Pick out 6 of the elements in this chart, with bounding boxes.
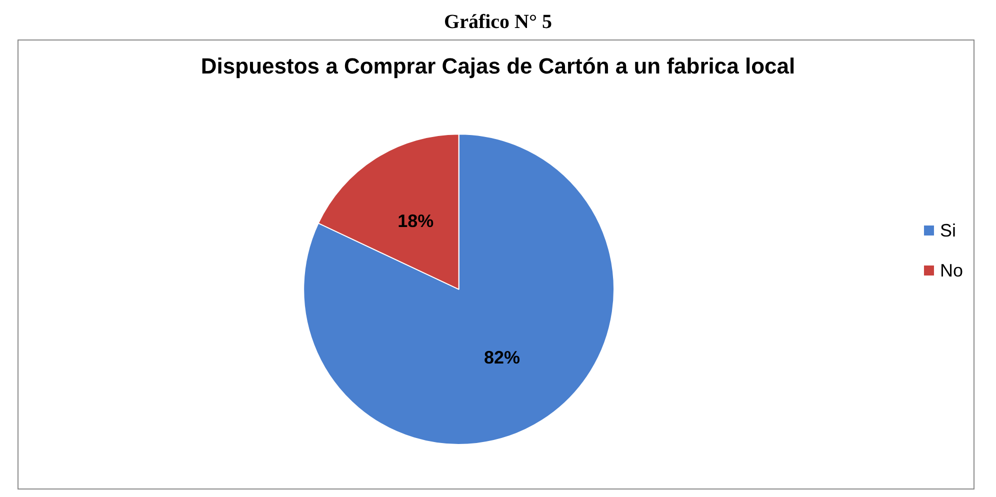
text: Gráfico N° 5 xyxy=(444,11,552,33)
legend-label: No xyxy=(940,260,964,280)
chart-title: Dispuestos a Comprar Cajas de Cartón a un fabrica local xyxy=(200,54,796,78)
data-label: 18% xyxy=(398,211,434,232)
legend-label: Si xyxy=(940,220,956,240)
data-label: 82% xyxy=(484,347,520,368)
